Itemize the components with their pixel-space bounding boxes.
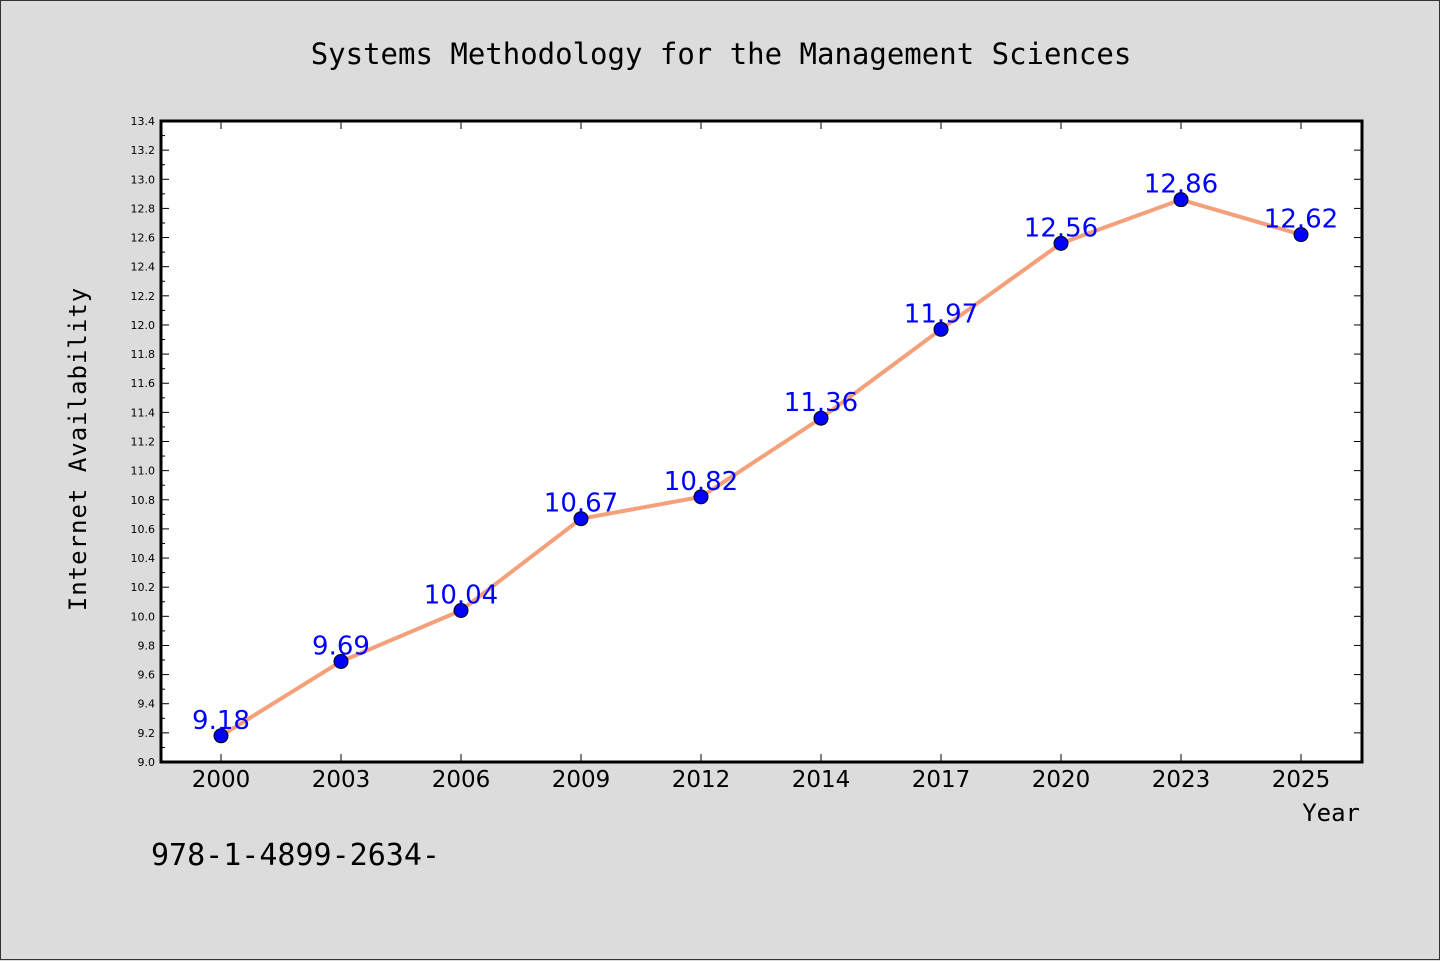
y-tick-label: 11.4 <box>131 406 156 419</box>
y-tick-label: 10.0 <box>131 610 156 623</box>
data-point <box>813 410 829 426</box>
chart-title: Systems Methodology for the Management S… <box>311 37 1132 71</box>
data-label: 10.04 <box>424 580 498 610</box>
data-label: 11.36 <box>784 388 858 418</box>
x-axis: 2000 2003 2006 2009 2012 2014 2017 2020 2023 2025 <box>192 121 1331 793</box>
y-tick-label: 9.8 <box>138 639 156 652</box>
y-tick-label: 10.2 <box>131 581 156 594</box>
x-tick-label: 2017 <box>912 767 971 793</box>
y-tick-label: 12.6 <box>131 232 156 245</box>
y-tick-label: 13.0 <box>131 173 156 186</box>
y-tick-label: 13.4 <box>131 115 156 128</box>
y-tick-label: 12.4 <box>131 261 156 274</box>
data-label: 10.82 <box>664 467 738 497</box>
data-label: 9.18 <box>192 706 250 736</box>
y-axis-label: Internet Availability <box>64 287 92 611</box>
y-tick-label: 11.2 <box>131 436 156 449</box>
series-line <box>219 197 1302 738</box>
y-tick-label: 9.4 <box>138 698 156 711</box>
y-tick-label: 11.6 <box>131 377 156 390</box>
data-point <box>213 728 229 744</box>
y-tick-label: 13.2 <box>131 144 156 157</box>
data-label: 11.97 <box>904 299 978 329</box>
data-point <box>333 653 349 669</box>
data-label: 12.62 <box>1264 205 1338 235</box>
x-tick-label: 2009 <box>552 767 611 793</box>
y-tick-label: 12.0 <box>131 319 156 332</box>
y-tick-label: 9.0 <box>138 756 156 769</box>
plot-border <box>159 119 1364 764</box>
y-axis: 9.0 9.2 9.4 9.6 9.8 10.0 10.2 10.4 10.6 10.8 11.0 1… <box>131 115 1362 769</box>
data-label: 12.86 <box>1144 170 1218 200</box>
data-label: 12.56 <box>1024 213 1098 243</box>
data-label: 9.69 <box>312 631 370 661</box>
x-tick-label: 2014 <box>792 767 851 793</box>
data-point <box>1053 235 1069 251</box>
data-label: 10.67 <box>544 489 618 519</box>
x-tick-label: 2025 <box>1272 767 1331 793</box>
y-tick-label: 9.2 <box>138 727 156 740</box>
x-tick-label: 2000 <box>192 767 251 793</box>
y-tick-label: 12.8 <box>131 202 156 215</box>
x-tick-label: 2012 <box>672 767 731 793</box>
data-labels: 9.18 9.69 10.04 10.67 10.82 11.36 11.97 12.56 12… <box>192 170 1338 736</box>
y-tick-label: 9.6 <box>138 669 156 682</box>
data-point <box>1293 227 1309 243</box>
series-layer <box>213 192 1309 744</box>
plot-area <box>161 121 1362 762</box>
y-tick-label: 12.2 <box>131 290 156 303</box>
data-point <box>1173 192 1189 208</box>
data-point <box>693 489 709 505</box>
x-tick-label: 2006 <box>432 767 491 793</box>
x-tick-label: 2020 <box>1032 767 1091 793</box>
y-tick-label: 10.6 <box>131 523 156 536</box>
x-tick-label: 2023 <box>1152 767 1211 793</box>
x-axis-label: Year <box>1302 799 1360 827</box>
y-tick-label: 10.8 <box>131 494 156 507</box>
data-point <box>933 321 949 337</box>
isbn-footer: 978-1-4899-2634- <box>151 838 440 873</box>
y-tick-label: 10.4 <box>131 552 156 565</box>
x-tick-label: 2003 <box>312 767 371 793</box>
y-tick-label: 11.0 <box>131 465 156 478</box>
data-point <box>453 602 469 618</box>
y-tick-label: 11.8 <box>131 348 156 361</box>
data-point <box>573 511 589 527</box>
